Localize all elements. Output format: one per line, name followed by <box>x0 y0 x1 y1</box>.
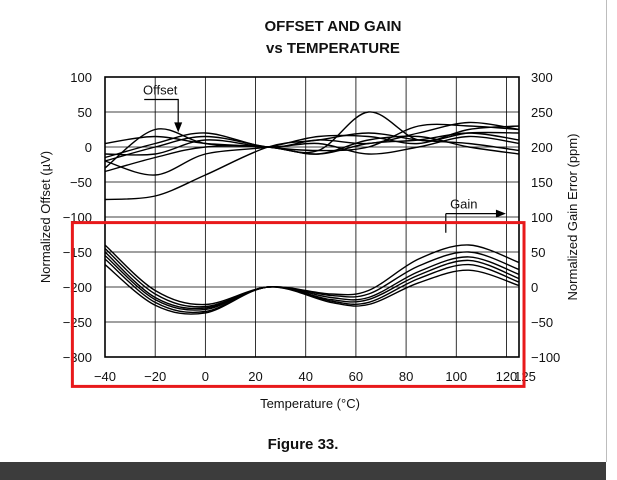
figure-caption: Figure 33. <box>267 436 339 453</box>
x-axis-title: Temperature (°C) <box>260 396 360 411</box>
gain-series-line <box>104 264 520 315</box>
x-tick-label: 60 <box>349 369 363 384</box>
right-axis-ticks: 300 250 200 150 100 50 0 −50 −100 <box>531 70 560 365</box>
annotations: Offset Gain <box>143 83 506 233</box>
right-tick-label: 50 <box>531 245 545 260</box>
right-tick-label: 300 <box>531 70 553 85</box>
offset-arrow-line <box>144 98 179 128</box>
x-tick-label: 0 <box>202 369 209 384</box>
offset-series-line <box>104 132 520 155</box>
left-tick-label: −250 <box>63 315 92 330</box>
gain-series-line <box>104 244 520 306</box>
chart-title: OFFSET AND GAIN <box>265 18 402 35</box>
left-tick-label: 50 <box>78 105 92 120</box>
right-tick-label: 100 <box>531 210 553 225</box>
x-tick-label: 80 <box>399 369 413 384</box>
gain-series-line <box>104 258 520 314</box>
left-tick-label: −300 <box>63 350 92 365</box>
gain-series-line <box>104 247 520 308</box>
offset-series-line <box>104 132 520 201</box>
viewer-bottom-bar <box>0 462 606 480</box>
offset-series-line <box>104 125 520 176</box>
annotation-label: Offset <box>143 83 178 98</box>
x-tick-label: 20 <box>248 369 262 384</box>
left-tick-label: −50 <box>70 175 92 190</box>
right-tick-label: −100 <box>531 350 560 365</box>
right-tick-label: 250 <box>531 105 553 120</box>
left-tick-label: −200 <box>63 280 92 295</box>
grid <box>104 76 519 358</box>
gain-series-line <box>104 254 520 311</box>
right-tick-label: 0 <box>531 280 538 295</box>
page-edge-line <box>606 0 607 462</box>
chart-subtitle: vs TEMPERATURE <box>266 40 400 57</box>
highlight-box <box>70 221 526 388</box>
offset-series-line <box>104 123 520 162</box>
gain-series-line <box>104 251 520 310</box>
left-tick-label: −150 <box>63 245 92 260</box>
arrowhead-icon <box>495 209 506 218</box>
x-tick-label: 100 <box>445 369 467 384</box>
annotation-label: Gain <box>450 197 477 212</box>
right-tick-label: 200 <box>531 140 553 155</box>
arrowhead-icon <box>174 122 183 133</box>
right-tick-label: 150 <box>531 175 553 190</box>
data-series <box>104 111 520 315</box>
left-tick-label: 0 <box>85 140 92 155</box>
plot-frame <box>104 76 520 358</box>
x-tick-label: 40 <box>298 369 312 384</box>
right-axis-title: Normalized Gain Error (ppm) <box>565 134 580 301</box>
x-tick-label: −40 <box>94 369 116 384</box>
page-right-margin <box>606 0 617 480</box>
offset-gain-chart: OFFSET AND GAIN vs TEMPERATURE 100 50 0 −50… <box>38 18 580 411</box>
right-tick-label: −50 <box>531 315 553 330</box>
left-axis-title: Normalized Offset (µV) <box>38 151 53 283</box>
x-tick-label: 120 <box>496 369 518 384</box>
x-tick-label: −20 <box>144 369 166 384</box>
left-tick-label: 100 <box>70 70 92 85</box>
offset-series-line <box>104 135 520 156</box>
